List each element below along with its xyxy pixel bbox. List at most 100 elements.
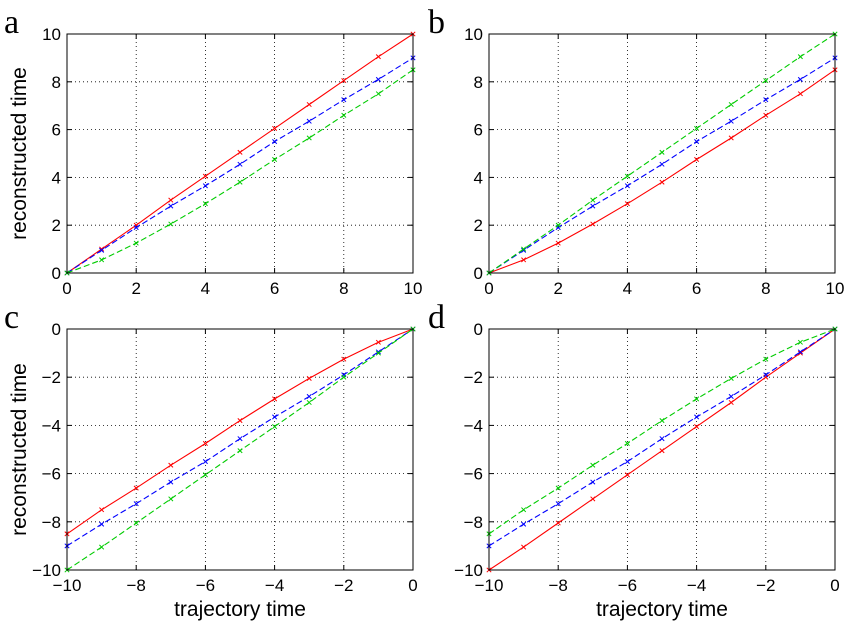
- data-point: [555, 520, 561, 526]
- data-point: [590, 496, 596, 502]
- data-point: [168, 496, 174, 502]
- data-point: [272, 396, 278, 402]
- data-point: [133, 225, 139, 231]
- y-tick-label: 2: [474, 216, 483, 235]
- data-point: [659, 448, 665, 454]
- data-point: [797, 54, 803, 60]
- data-point: [694, 138, 700, 145]
- y-tick-label: −2: [42, 368, 61, 387]
- data-point: [521, 544, 527, 550]
- x-tick-label: −2: [756, 576, 775, 595]
- data-point: [797, 91, 803, 97]
- data-point: [202, 201, 208, 207]
- panel-d: −10 −8 −6 −4 −2 0 −10 −8 −6 −4 −2 0 trajectory time d: [428, 299, 840, 621]
- data-point: [659, 436, 665, 442]
- data-point: [202, 183, 208, 189]
- y-tick-label: −10: [32, 561, 61, 580]
- x-tick-label: −10: [475, 576, 504, 595]
- data-point: [797, 350, 803, 356]
- data-point: [694, 125, 700, 131]
- data-point: [728, 375, 734, 381]
- x-tick-label: 4: [201, 279, 210, 298]
- x-tick-label: −8: [549, 576, 568, 595]
- y-tick-label: 0: [52, 320, 61, 339]
- data-point: [728, 399, 734, 406]
- x-tick-label: 10: [826, 279, 845, 298]
- series-line-1: [488, 328, 836, 571]
- panel-letter: c: [4, 299, 19, 336]
- data-point: [237, 149, 243, 155]
- x-axis-label: trajectory time: [174, 598, 306, 621]
- y-tick-label: −2: [464, 368, 483, 387]
- data-point: [202, 458, 208, 465]
- data-point: [728, 393, 734, 400]
- data-point: [797, 349, 803, 355]
- x-tick-label: 0: [484, 279, 493, 298]
- data-point: [763, 356, 769, 362]
- data-point: [763, 372, 769, 378]
- series-line-3: [66, 69, 414, 274]
- axes-frame: [66, 33, 414, 274]
- data-point: [168, 203, 174, 209]
- data-point: [375, 350, 381, 356]
- data-point: [763, 112, 769, 118]
- y-axis-label: reconstructed time: [8, 363, 31, 536]
- data-point: [590, 221, 596, 227]
- axes-frame: [66, 328, 414, 571]
- data-point: [341, 97, 347, 103]
- data-point: [694, 396, 700, 402]
- data-point: [272, 125, 278, 131]
- data-point: [341, 78, 347, 84]
- data-point: [133, 240, 139, 246]
- x-axis-label: trajectory time: [596, 598, 728, 621]
- x-tick-label: 6: [692, 279, 701, 298]
- data-point: [237, 418, 243, 424]
- data-point: [341, 356, 347, 362]
- data-point: [555, 485, 561, 491]
- data-point: [624, 173, 630, 179]
- data-point: [728, 118, 734, 124]
- data-point: [590, 462, 596, 468]
- x-tick-label: 4: [623, 279, 632, 298]
- y-tick-label: −10: [454, 561, 483, 580]
- data-point: [375, 54, 381, 60]
- data-point: [624, 458, 630, 465]
- data-point: [202, 173, 208, 179]
- data-point: [306, 135, 312, 141]
- x-tick-label: −4: [687, 576, 706, 595]
- x-tick-label: −4: [265, 576, 284, 595]
- data-point: [306, 101, 312, 108]
- y-tick-label: 4: [474, 168, 483, 187]
- data-point: [341, 112, 347, 118]
- data-point: [99, 507, 105, 513]
- y-tick-label: −4: [464, 416, 483, 435]
- data-point: [555, 222, 561, 228]
- data-point: [659, 149, 665, 155]
- x-tick-label: 2: [553, 279, 562, 298]
- x-tick-label: −8: [127, 576, 146, 595]
- data-point: [375, 76, 381, 82]
- data-point: [624, 440, 630, 447]
- data-point: [521, 247, 527, 253]
- data-point: [590, 479, 596, 485]
- data-point: [763, 97, 769, 103]
- data-point: [306, 375, 312, 381]
- axes-frame: [488, 33, 836, 274]
- data-point: [555, 501, 561, 507]
- data-point: [306, 118, 312, 124]
- y-tick-label: −6: [42, 465, 61, 484]
- x-tick-label: −10: [53, 576, 82, 595]
- series-line-3: [488, 33, 836, 274]
- y-tick-label: −8: [42, 513, 61, 532]
- series-line-1: [66, 33, 414, 274]
- data-point: [306, 393, 312, 400]
- data-point: [99, 247, 105, 253]
- panel-letter: b: [428, 4, 445, 41]
- data-point: [168, 197, 174, 203]
- data-point: [728, 101, 734, 108]
- data-point: [797, 339, 803, 345]
- data-point: [272, 156, 278, 163]
- series-line-1: [66, 328, 414, 535]
- data-point: [168, 221, 174, 227]
